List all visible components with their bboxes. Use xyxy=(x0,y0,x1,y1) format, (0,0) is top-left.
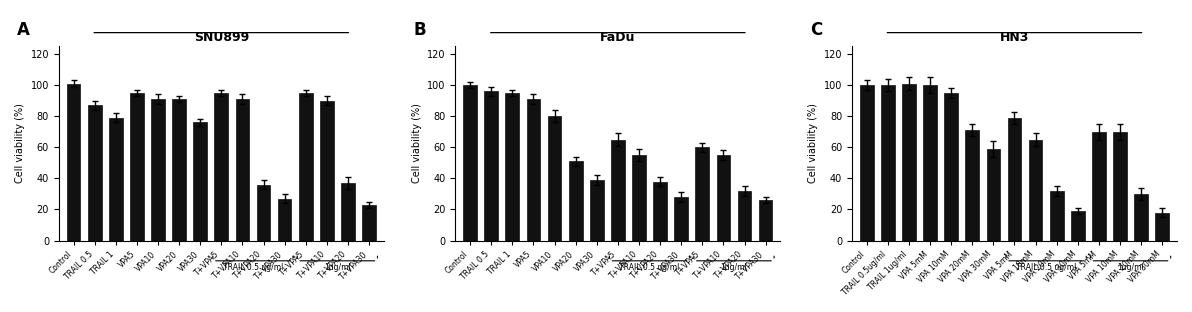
Bar xyxy=(759,200,772,241)
Bar xyxy=(590,180,603,241)
Bar xyxy=(547,116,561,241)
Y-axis label: Cell viability (%): Cell viability (%) xyxy=(808,104,818,183)
Text: TRAIL 0.5 ug/ml: TRAIL 0.5 ug/ml xyxy=(620,263,679,272)
Bar xyxy=(902,84,915,241)
Bar xyxy=(1155,212,1169,241)
Bar xyxy=(716,155,731,241)
Bar xyxy=(236,99,249,241)
Text: TRAIL 0.5 ug/ml: TRAIL 0.5 ug/ml xyxy=(1016,263,1076,272)
Text: TRAIL 0.5 ug/ml: TRAIL 0.5 ug/ml xyxy=(223,263,284,272)
Bar xyxy=(215,93,228,241)
Bar xyxy=(1029,139,1043,241)
Bar xyxy=(341,183,355,241)
Bar xyxy=(632,155,646,241)
Bar xyxy=(108,118,123,241)
Bar xyxy=(675,197,688,241)
Bar xyxy=(1050,191,1063,241)
Bar xyxy=(484,91,498,241)
Bar xyxy=(944,93,958,241)
Text: B: B xyxy=(414,21,426,39)
Bar xyxy=(1070,211,1085,241)
Title: SNU899: SNU899 xyxy=(193,31,249,44)
Bar xyxy=(67,84,80,241)
Bar xyxy=(88,105,101,241)
Bar xyxy=(151,99,164,241)
Bar xyxy=(653,182,668,241)
Bar xyxy=(464,85,477,241)
Bar xyxy=(362,205,375,241)
Bar xyxy=(1135,194,1148,241)
Text: 1ug/ml: 1ug/ml xyxy=(1117,263,1144,272)
Bar xyxy=(881,85,895,241)
Bar xyxy=(1113,132,1126,241)
Bar xyxy=(859,85,874,241)
Bar xyxy=(1092,132,1106,241)
Bar xyxy=(278,199,292,241)
Bar xyxy=(569,161,583,241)
Bar xyxy=(1007,118,1022,241)
Text: A: A xyxy=(17,21,30,39)
Bar xyxy=(130,93,144,241)
Text: C: C xyxy=(809,21,822,39)
Bar xyxy=(966,130,979,241)
Title: HN3: HN3 xyxy=(1000,31,1029,44)
Bar xyxy=(738,191,751,241)
Bar xyxy=(527,99,540,241)
Bar xyxy=(923,85,937,241)
Text: 1ug/ml: 1ug/ml xyxy=(721,263,747,272)
Bar xyxy=(193,122,207,241)
Bar xyxy=(172,99,186,241)
Bar xyxy=(611,139,625,241)
Text: 1ug/ml: 1ug/ml xyxy=(324,263,350,272)
Bar xyxy=(695,147,709,241)
Y-axis label: Cell viability (%): Cell viability (%) xyxy=(15,104,25,183)
Bar xyxy=(256,185,271,241)
Bar xyxy=(505,93,520,241)
Bar xyxy=(987,149,1000,241)
Title: FaDu: FaDu xyxy=(601,31,635,44)
Y-axis label: Cell viability (%): Cell viability (%) xyxy=(411,104,422,183)
Bar xyxy=(319,101,334,241)
Bar xyxy=(299,93,312,241)
